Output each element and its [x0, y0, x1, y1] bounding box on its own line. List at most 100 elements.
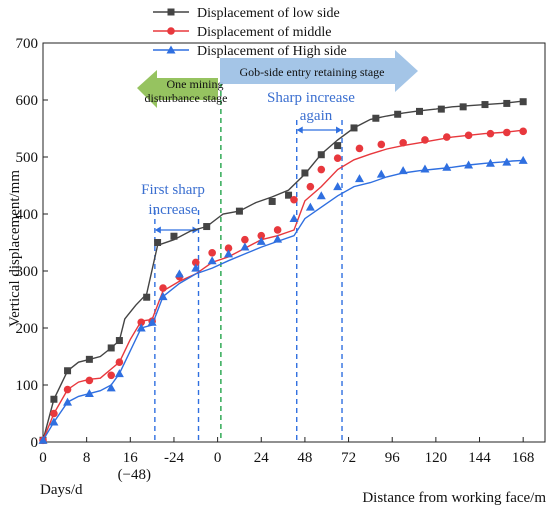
x-tick-label: 96 — [385, 450, 401, 466]
series-2-point — [84, 389, 94, 398]
series-2-point — [316, 191, 326, 200]
series-1-point — [50, 409, 58, 418]
y-axis-label: Vertical displacement/mm — [7, 170, 23, 327]
series-1-point — [421, 136, 429, 144]
x-tick-label: 72 — [341, 450, 356, 466]
series-1-point — [333, 154, 342, 162]
x-tick-label: 16 — [123, 450, 139, 466]
series-1-point — [63, 385, 72, 394]
annotation-increase: increase — [148, 202, 197, 218]
series-1-point — [503, 128, 511, 137]
series-1-point — [464, 131, 473, 140]
x-tick-label: 48 — [297, 450, 312, 466]
x-tick-label: 0 — [39, 450, 47, 466]
series-2-point — [158, 292, 168, 301]
x-tick-label: 120 — [425, 450, 448, 466]
first-increase-span-arrow-head-left — [154, 226, 161, 234]
series-line-1 — [42, 129, 524, 441]
series-2-point — [442, 162, 452, 171]
series-0-point — [416, 107, 423, 115]
series-1-point — [317, 165, 326, 174]
x-axis-label: Distance from working face/m — [362, 490, 546, 506]
series-0-point — [301, 169, 309, 177]
series-2-point — [174, 269, 184, 278]
series-0-point — [459, 103, 467, 111]
series-0-point — [154, 239, 162, 246]
series-1-point — [355, 144, 364, 153]
series-2-point — [63, 397, 73, 406]
series-2-point — [333, 182, 343, 191]
series-0-point — [519, 98, 527, 106]
annotation-sharp-increase: Sharp increase — [267, 90, 355, 106]
series-0-point — [107, 344, 115, 352]
series-0-point — [334, 142, 342, 150]
series-0-point — [285, 191, 293, 199]
x-tick-label: 144 — [468, 450, 491, 466]
series-1-point — [306, 182, 315, 191]
y-tick-label: 500 — [16, 150, 39, 166]
series-2-point — [289, 214, 299, 223]
x-tick-label: 0 — [214, 450, 222, 466]
stage-arrow-one-mining — [137, 70, 218, 108]
series-0-point — [115, 337, 123, 345]
y-tick-label: 400 — [16, 207, 39, 223]
series-0-point — [85, 355, 93, 363]
stage-label-one-mining-line1: One mining — [167, 77, 224, 91]
series-line-0 — [42, 100, 524, 441]
stage-label-one-mining-line2: disturbance stage — [145, 91, 228, 105]
series-1-point — [191, 258, 200, 267]
y-tick-label: 0 — [31, 435, 39, 451]
series-1-point — [377, 140, 386, 149]
legend-entry-1: Displacement of middle — [197, 25, 332, 40]
series-0-point — [143, 293, 151, 301]
series-0-point — [50, 395, 58, 403]
series-2-point — [207, 256, 217, 265]
series-line-2 — [42, 159, 524, 441]
y-tick-label: 600 — [16, 93, 39, 109]
series-1-point — [399, 138, 407, 147]
plot-frame — [42, 42, 546, 443]
series-2-point — [376, 169, 386, 178]
series-2-point — [464, 160, 474, 169]
series-0-point — [268, 197, 276, 205]
series-0-point — [203, 223, 211, 231]
series-1-point — [159, 284, 167, 292]
series-0-point — [372, 114, 380, 122]
series-1-point — [519, 127, 527, 136]
x-tick-label: 8 — [83, 450, 91, 466]
series-2-point — [38, 435, 48, 444]
series-2-point — [240, 242, 250, 251]
series-2-point — [136, 323, 146, 332]
series-1-point — [208, 248, 216, 257]
legend-marker-0 — [167, 8, 175, 16]
legend-entry-0: Displacement of low side — [197, 6, 340, 21]
series-0-point — [481, 101, 489, 109]
series-2-point — [502, 157, 512, 166]
series-1-point — [257, 231, 266, 240]
series-0-point — [437, 105, 445, 113]
stage-arrow-gob-side — [220, 50, 418, 92]
series-1-point — [290, 195, 298, 204]
x-tick-label-secondary: (−48) — [118, 467, 151, 483]
series-2-point — [273, 234, 283, 243]
series-1-point — [442, 133, 451, 141]
annotation-again: again — [300, 108, 333, 124]
series-1-point — [137, 318, 146, 327]
series-1-point — [486, 129, 495, 138]
series-0-point — [350, 124, 358, 132]
series-2-point — [224, 249, 234, 258]
series-0-point — [317, 151, 325, 159]
series-0-point — [394, 110, 402, 118]
legend-entry-2: Displacement of High side — [197, 44, 347, 59]
series-2-point — [147, 317, 157, 326]
legend-marker-1 — [167, 27, 175, 35]
annotation-first-sharp: First sharp — [141, 182, 205, 198]
series-0-point — [503, 99, 511, 107]
stage-label-gob-side: Gob-side entry retaining stage — [240, 65, 385, 79]
x-tick-label: -24 — [164, 450, 184, 466]
series-1-point — [85, 376, 94, 385]
series-2-point — [106, 383, 116, 392]
series-2-point — [485, 158, 495, 167]
y-tick-label: 100 — [16, 378, 39, 394]
